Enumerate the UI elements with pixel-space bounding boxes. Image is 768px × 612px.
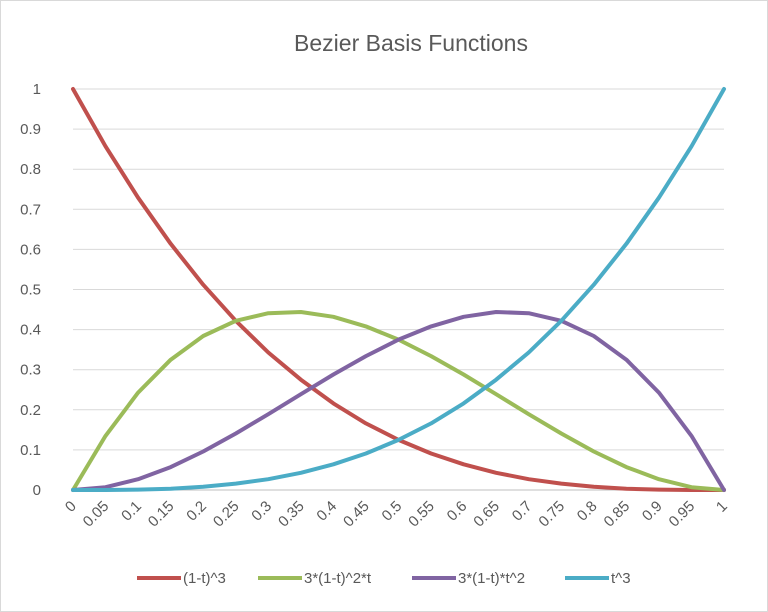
legend: (1-t)^3 3*(1-t)^2*t 3*(1-t)*t^2 t^3 bbox=[137, 570, 631, 587]
legend-label: 3*(1-t)^2*t bbox=[304, 570, 372, 587]
legend-label: (1-t)^3 bbox=[183, 570, 226, 587]
y-tick-label: 1 bbox=[33, 81, 41, 98]
x-tick-label: 0.5 bbox=[379, 498, 406, 525]
y-tick-label: 0.6 bbox=[20, 241, 41, 258]
series-line-3 bbox=[71, 310, 726, 492]
y-tick-label: 0.4 bbox=[20, 322, 41, 339]
gridlines bbox=[73, 88, 724, 491]
y-tick-label: 0 bbox=[33, 482, 41, 499]
x-tick-label: 0.7 bbox=[509, 498, 536, 525]
y-tick-label: 0.9 bbox=[20, 121, 41, 138]
x-tick-label: 0.4 bbox=[313, 498, 340, 525]
x-tick-label: 0.55 bbox=[405, 498, 438, 531]
x-tick-label: 0.65 bbox=[470, 498, 503, 531]
x-tick-label: 0.9 bbox=[639, 498, 666, 525]
x-tick-label: 1 bbox=[713, 498, 731, 516]
series-line-4 bbox=[71, 87, 726, 492]
legend-label: 3*(1-t)*t^2 bbox=[458, 570, 525, 587]
y-tick-label: 0.5 bbox=[20, 282, 41, 299]
x-tick-label: 0.8 bbox=[574, 498, 601, 525]
y-tick-label: 0.3 bbox=[20, 362, 41, 379]
legend-label: t^3 bbox=[611, 570, 631, 587]
x-tick-label: 0.95 bbox=[666, 498, 699, 531]
y-tick-label: 0.8 bbox=[20, 161, 41, 178]
y-axis-ticks: 0 0.1 0.2 0.3 0.4 0.5 0.6 0.7 0.8 0.9 1 bbox=[20, 81, 41, 499]
x-tick-label: 0.6 bbox=[444, 498, 471, 525]
x-axis-ticks: 0 0.05 0.1 0.15 0.2 0.25 0.3 0.35 0.4 0.45 0.5 0.55… bbox=[62, 498, 731, 531]
y-tick-label: 0.1 bbox=[20, 442, 41, 459]
chart-title: Bezier Basis Functions bbox=[294, 30, 528, 56]
x-tick-label: 0.15 bbox=[145, 498, 178, 531]
y-tick-label: 0.7 bbox=[20, 201, 41, 218]
x-tick-label: 0.2 bbox=[183, 498, 210, 525]
x-tick-label: 0.45 bbox=[340, 498, 373, 531]
x-tick-label: 0.25 bbox=[210, 498, 243, 531]
x-tick-label: 0.1 bbox=[118, 498, 145, 525]
series-lines bbox=[71, 87, 726, 492]
x-tick-label: 0.75 bbox=[535, 498, 568, 531]
x-tick-label: 0 bbox=[62, 498, 80, 516]
x-tick-label: 0.05 bbox=[80, 498, 113, 531]
y-tick-label: 0.2 bbox=[20, 402, 41, 419]
x-tick-label: 0.3 bbox=[248, 498, 275, 525]
x-tick-label: 0.35 bbox=[275, 498, 308, 531]
x-tick-label: 0.85 bbox=[601, 498, 634, 531]
